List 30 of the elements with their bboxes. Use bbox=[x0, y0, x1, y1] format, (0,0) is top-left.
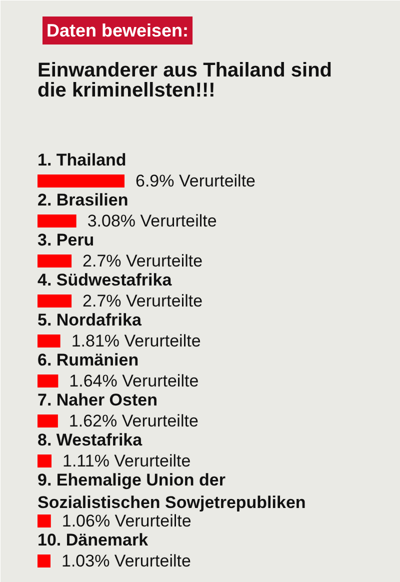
y-tick-label: 10. Dänemark bbox=[38, 530, 149, 550]
bar bbox=[38, 374, 58, 388]
y-tick-label: 1. Thailand bbox=[38, 150, 126, 170]
bar bbox=[38, 214, 76, 228]
y-tick-label: 7. Naher Osten bbox=[38, 390, 158, 410]
bar bbox=[38, 454, 52, 468]
y-tick-label: 2. Brasilien bbox=[38, 190, 128, 210]
data-label: 1.06% Verurteilte bbox=[62, 512, 192, 530]
bar bbox=[38, 334, 60, 348]
y-tick-label: 6. Rumänien bbox=[38, 350, 139, 370]
bar bbox=[38, 294, 72, 308]
data-label: 1.64% Verurteilte bbox=[69, 372, 199, 390]
y-tick-label: 3. Peru bbox=[38, 230, 94, 250]
chart-title: Daten beweisen: bbox=[46, 20, 189, 40]
data-label: 1.03% Verurteilte bbox=[61, 552, 191, 570]
data-label: 3.08% Verurteilte bbox=[87, 212, 217, 230]
y-tick-label: 8. Westafrika bbox=[38, 430, 143, 450]
data-label: 2.7% Verurteilte bbox=[82, 292, 203, 310]
y-tick-label: 9. Ehemalige Union der Sozialistischen Sowjetrepubliken bbox=[38, 470, 306, 512]
data-label: 1.81% Verurteilte bbox=[71, 332, 201, 350]
bar bbox=[38, 254, 72, 268]
y-tick-label: 5. Nordafrika bbox=[38, 310, 142, 330]
data-label: 1.11% Verurteilte bbox=[62, 452, 191, 470]
bar bbox=[38, 414, 58, 428]
bar bbox=[38, 174, 124, 188]
y-tick-label: 4. Südwestafrika bbox=[38, 270, 172, 290]
text: Einwanderer aus Thailand sind die kriminellsten!!! bbox=[38, 60, 332, 102]
data-label: 1.62% Verurteilte bbox=[68, 412, 198, 430]
data-label: 6.9% Verurteilte bbox=[136, 172, 256, 190]
data-label: 2.7% Verurteilte bbox=[82, 252, 203, 270]
